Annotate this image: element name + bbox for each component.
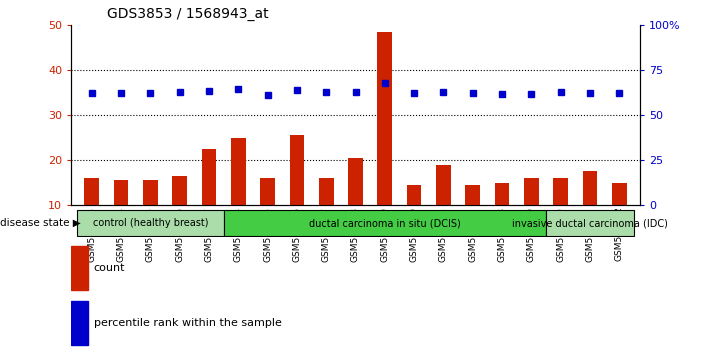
Bar — [546, 210, 634, 236]
Bar — [583, 171, 597, 205]
Bar — [378, 32, 392, 205]
Bar — [524, 178, 539, 205]
Bar — [71, 301, 88, 345]
Bar — [231, 138, 245, 205]
Bar — [348, 158, 363, 205]
Bar — [202, 149, 216, 205]
Bar — [77, 210, 223, 236]
Text: count: count — [94, 263, 125, 273]
Bar — [436, 165, 451, 205]
Text: control (healthy breast): control (healthy breast) — [92, 218, 208, 228]
Bar — [260, 178, 275, 205]
Bar — [612, 183, 626, 205]
Bar — [289, 135, 304, 205]
Text: ductal carcinoma in situ (DCIS): ductal carcinoma in situ (DCIS) — [309, 218, 461, 228]
Text: invasive ductal carcinoma (IDC): invasive ductal carcinoma (IDC) — [512, 218, 668, 228]
Bar — [85, 178, 99, 205]
Bar — [553, 178, 568, 205]
Bar — [143, 181, 158, 205]
Bar — [172, 176, 187, 205]
Bar — [407, 185, 422, 205]
Text: disease state ▶: disease state ▶ — [0, 218, 81, 228]
Bar — [319, 178, 333, 205]
Bar — [495, 183, 509, 205]
Bar — [466, 185, 480, 205]
Text: GDS3853 / 1568943_at: GDS3853 / 1568943_at — [107, 7, 268, 21]
Bar — [223, 210, 546, 236]
Bar — [114, 181, 128, 205]
Bar — [71, 246, 88, 290]
Text: percentile rank within the sample: percentile rank within the sample — [94, 318, 282, 328]
